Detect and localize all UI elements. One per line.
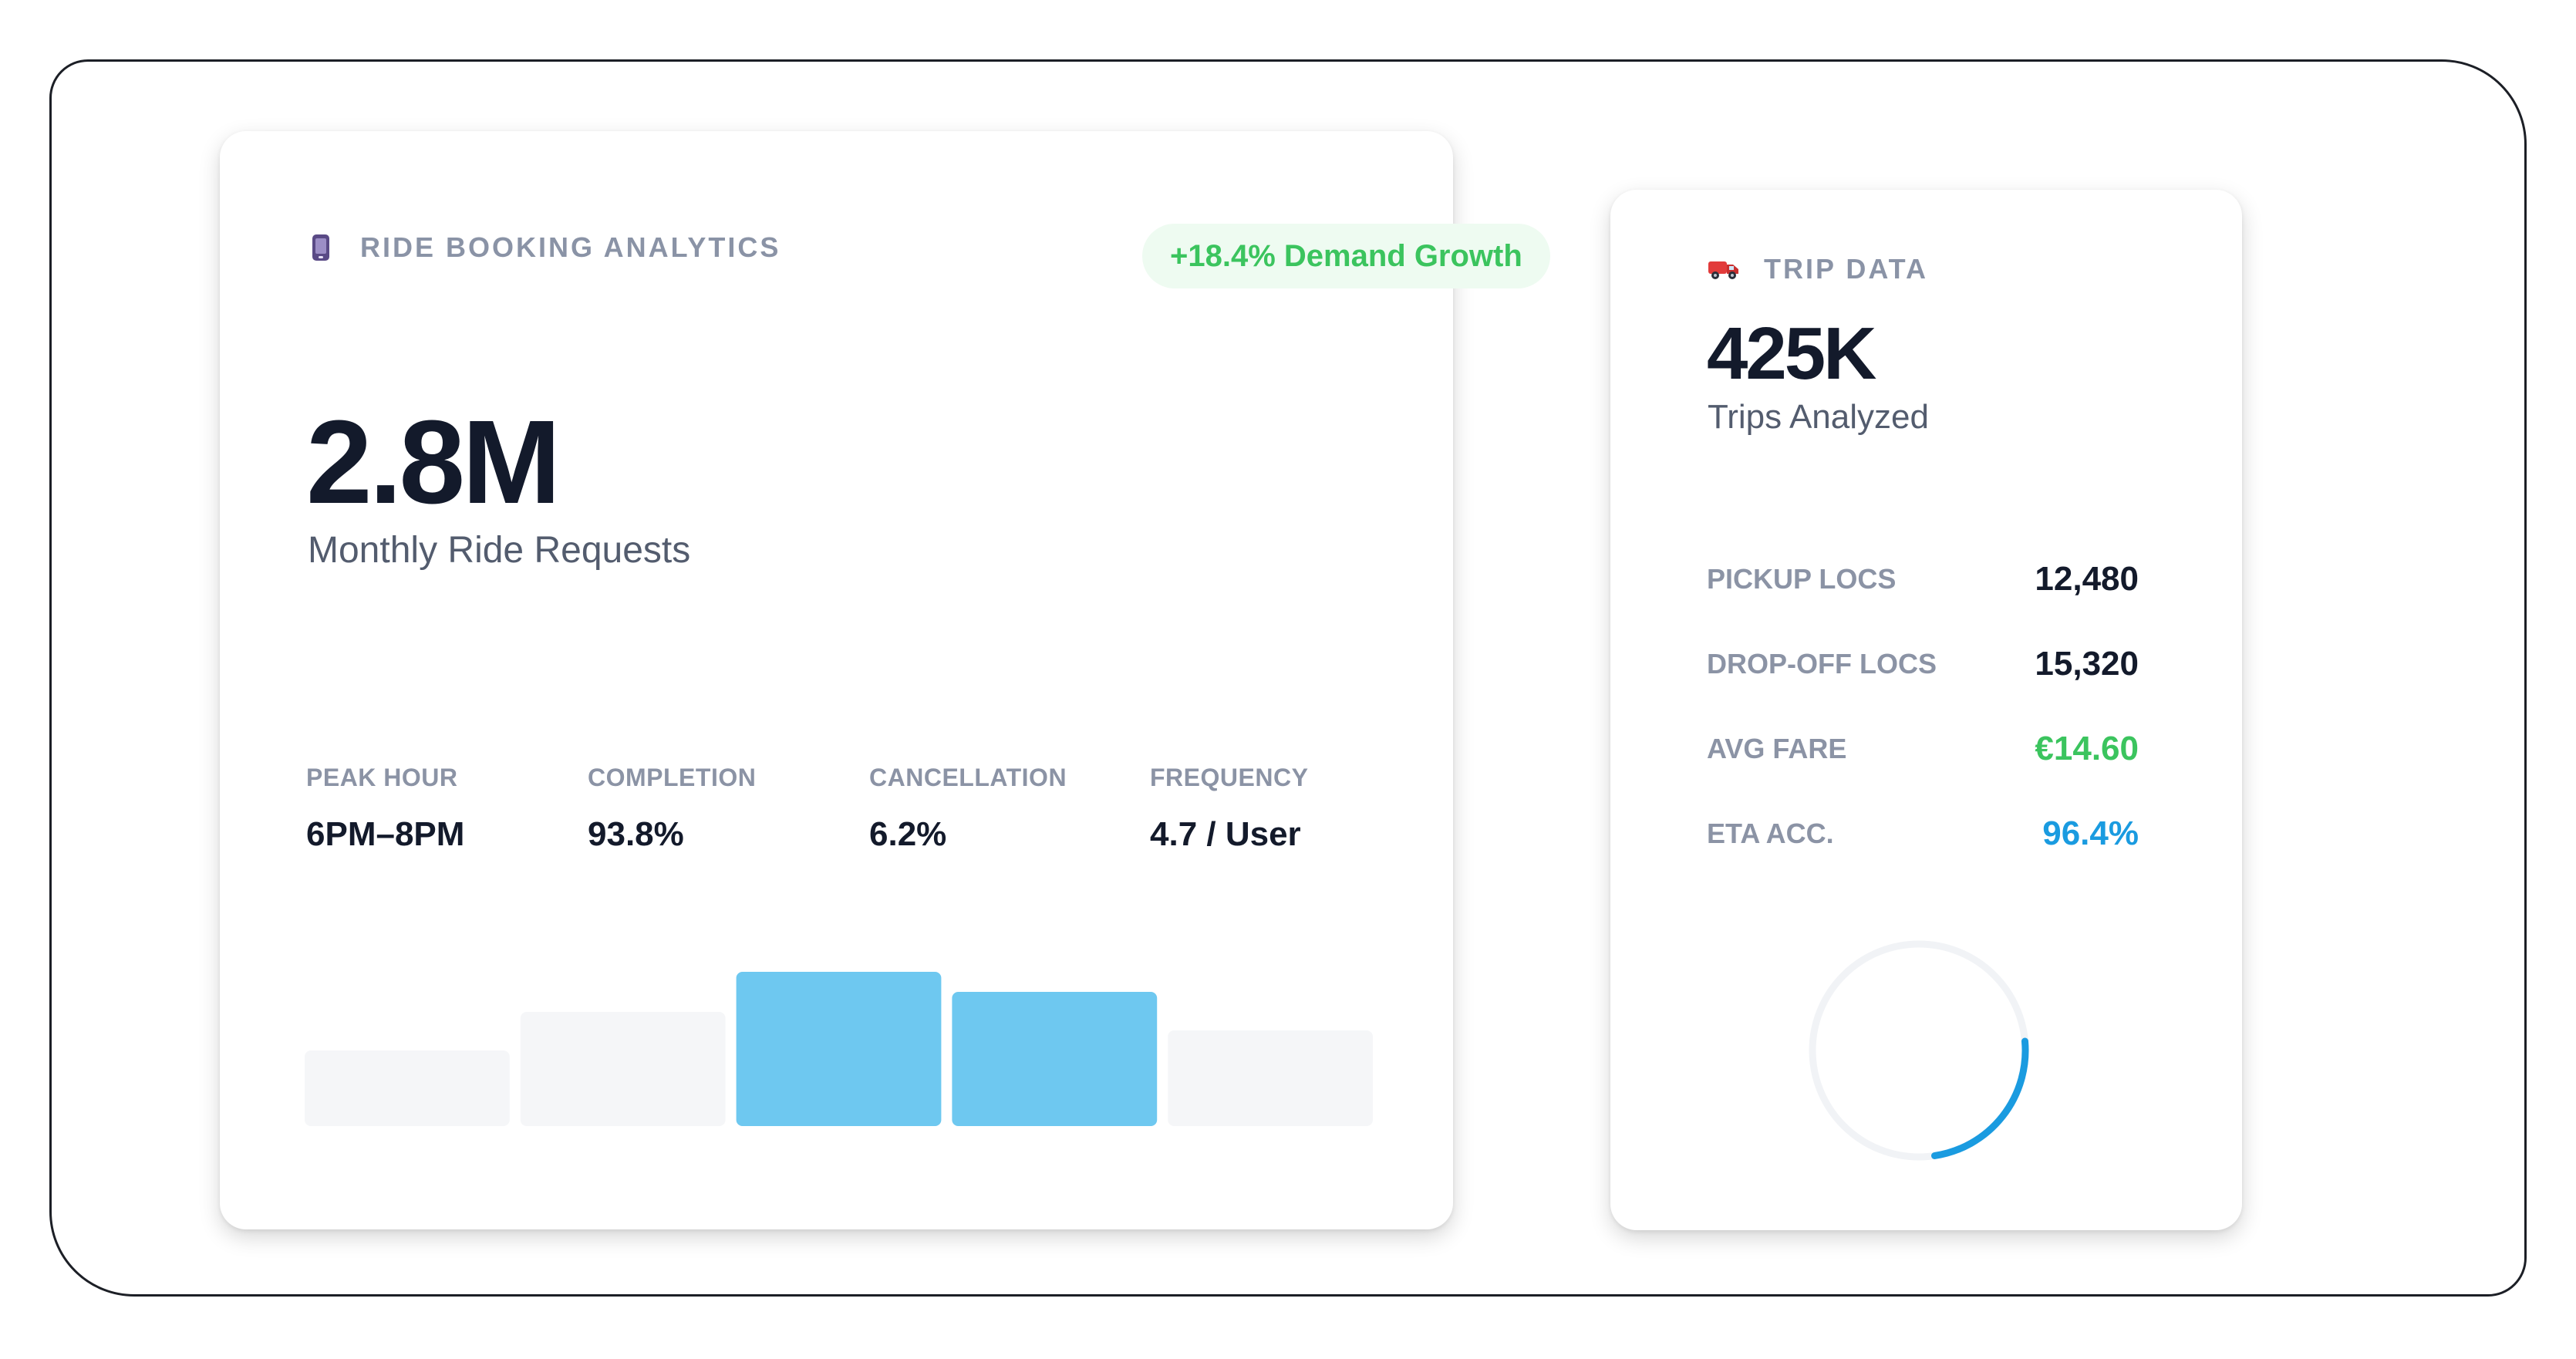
demand-bar-chart — [305, 972, 1373, 1126]
row-value: €14.60 — [2035, 730, 2139, 767]
row-label: AVG FARE — [1707, 733, 1847, 764]
headline-value: 2.8M — [306, 396, 561, 528]
card-eyebrow: TRIP DATA — [1764, 253, 1928, 285]
stat-label: COMPLETION — [588, 764, 757, 791]
chart-bar — [305, 1050, 510, 1126]
stat-cancellation: CANCELLATION 6.2% — [869, 764, 1124, 854]
card-eyebrow: RIDE BOOKING ANALYTICS — [360, 231, 781, 263]
card-header: TRIP DATA — [1708, 253, 1928, 285]
row-eta-acc: ETA ACC. 96.4% — [1707, 814, 2139, 853]
ring-progress-arc — [1809, 940, 2029, 1161]
stat-value: 6.2% — [869, 815, 947, 853]
chart-bar — [1168, 1030, 1373, 1126]
stat-completion: COMPLETION 93.8% — [588, 764, 842, 854]
stat-value: 4.7 / User — [1150, 815, 1301, 853]
row-label: DROP-OFF LOCS — [1707, 648, 1937, 680]
stat-frequency: FREQUENCY 4.7 / User — [1150, 764, 1404, 854]
row-value: 12,480 — [2035, 560, 2139, 598]
stat-peak-hour: PEAK HOUR 6PM–8PM — [306, 764, 561, 854]
stat-label: CANCELLATION — [869, 764, 1067, 791]
stat-label: FREQUENCY — [1150, 764, 1309, 791]
trip-data-card: TRIP DATA 425K Trips Analyzed PICKUP LOC… — [1610, 190, 2242, 1230]
headline-value: 425K — [1707, 312, 1876, 395]
row-avg-fare: AVG FARE €14.60 — [1707, 730, 2139, 768]
stat-value: 93.8% — [588, 815, 684, 853]
bar-chart-svg — [305, 972, 1373, 1126]
chart-bar — [952, 992, 1158, 1126]
row-value: 15,320 — [2035, 645, 2139, 683]
row-label: PICKUP LOCS — [1707, 563, 1897, 595]
stat-label: PEAK HOUR — [306, 764, 458, 791]
row-pickup-locs: PICKUP LOCS 12,480 — [1707, 560, 2139, 599]
card-header: RIDE BOOKING ANALYTICS — [312, 231, 781, 264]
row-dropoff-locs: DROP-OFF LOCS 15,320 — [1707, 645, 2139, 683]
stat-value: 6PM–8PM — [306, 815, 465, 853]
ride-booking-card: RIDE BOOKING ANALYTICS +18.4% Demand Gro… — [220, 131, 1550, 1229]
headline-label: Monthly Ride Requests — [308, 530, 691, 571]
chart-bar — [736, 972, 942, 1126]
chart-bar — [520, 1012, 726, 1126]
progress-ring — [1809, 940, 2029, 1161]
row-value: 96.4% — [2042, 814, 2139, 852]
truck-icon — [1708, 261, 1738, 279]
headline-label: Trips Analyzed — [1708, 398, 1929, 436]
demand-growth-badge: +18.4% Demand Growth — [1142, 224, 1550, 288]
row-label: ETA ACC. — [1707, 818, 1834, 849]
phone-icon — [312, 234, 329, 261]
